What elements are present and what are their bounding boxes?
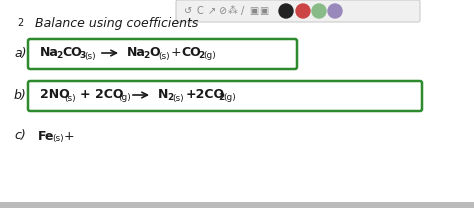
- Text: (g): (g): [203, 52, 216, 61]
- Text: ↗: ↗: [208, 6, 216, 16]
- Text: 2: 2: [167, 94, 173, 103]
- Text: ▣: ▣: [259, 6, 269, 16]
- Text: 2: 2: [56, 52, 62, 61]
- Text: +: +: [171, 47, 182, 59]
- Text: (s): (s): [52, 135, 64, 144]
- Text: (g): (g): [223, 94, 236, 103]
- Text: ⁂: ⁂: [228, 6, 238, 16]
- Text: N: N: [158, 88, 168, 102]
- Circle shape: [312, 4, 326, 18]
- FancyBboxPatch shape: [28, 81, 422, 111]
- Text: 2: 2: [198, 52, 204, 61]
- Text: 2NO: 2NO: [40, 88, 70, 102]
- Text: Na: Na: [40, 47, 59, 59]
- Text: CO: CO: [62, 47, 82, 59]
- Text: 3: 3: [79, 52, 85, 61]
- FancyBboxPatch shape: [28, 39, 297, 69]
- Text: b): b): [14, 88, 27, 102]
- Text: (s): (s): [64, 94, 76, 103]
- Text: (s): (s): [172, 94, 183, 103]
- Circle shape: [328, 4, 342, 18]
- Circle shape: [296, 4, 310, 18]
- Text: c): c): [14, 130, 26, 142]
- Text: 2: 2: [17, 18, 23, 28]
- Text: a): a): [14, 47, 27, 59]
- Text: ↺: ↺: [184, 6, 192, 16]
- Text: (s): (s): [84, 52, 96, 61]
- Text: 2: 2: [218, 94, 224, 103]
- Text: Balance using coefficients: Balance using coefficients: [35, 16, 199, 30]
- Text: ⊘: ⊘: [218, 6, 226, 16]
- Text: ▣: ▣: [249, 6, 259, 16]
- Text: Fe: Fe: [38, 130, 55, 142]
- Text: C: C: [197, 6, 203, 16]
- Text: O: O: [149, 47, 160, 59]
- Text: +2CO: +2CO: [186, 88, 225, 102]
- FancyBboxPatch shape: [176, 0, 420, 22]
- Circle shape: [279, 4, 293, 18]
- Text: (s): (s): [158, 52, 170, 61]
- FancyBboxPatch shape: [0, 202, 474, 208]
- Text: CO: CO: [181, 47, 201, 59]
- Text: + 2CO: + 2CO: [80, 88, 124, 102]
- Text: Na: Na: [127, 47, 146, 59]
- Text: 2: 2: [143, 52, 149, 61]
- Text: +: +: [64, 130, 74, 142]
- Text: /: /: [241, 6, 245, 16]
- Text: (g): (g): [118, 94, 131, 103]
